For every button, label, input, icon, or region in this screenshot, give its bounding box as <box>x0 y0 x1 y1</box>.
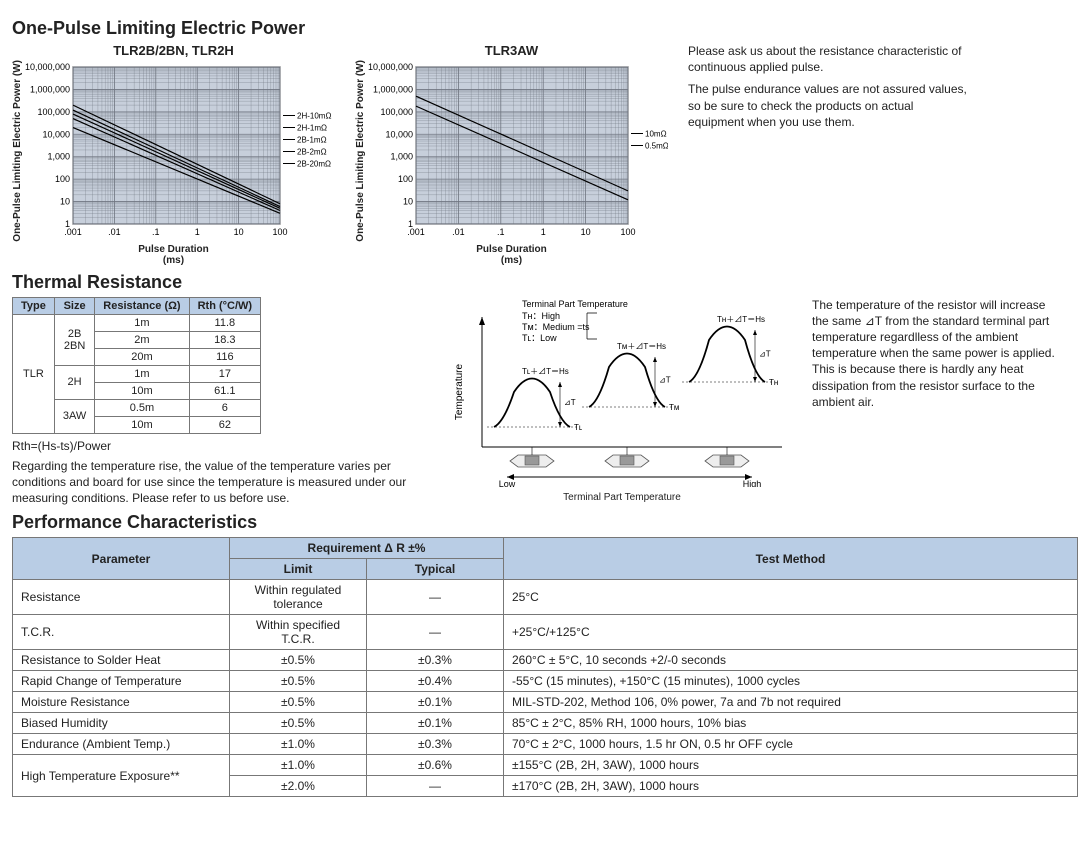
thermal-diagram: Temperature Terminal Part Temperature Tʜ：H… <box>452 297 792 503</box>
svg-text:10: 10 <box>234 227 244 237</box>
svg-text:1: 1 <box>195 227 200 237</box>
svg-text:10,000,000: 10,000,000 <box>368 63 413 72</box>
chart-svg: 1 10 100 1,000 10,000 100,000 1,000,000 10,000,… <box>368 63 668 238</box>
svg-text:1,000: 1,000 <box>390 152 413 162</box>
svg-text:⊿T: ⊿T <box>564 398 576 407</box>
svg-text:.1: .1 <box>152 227 160 237</box>
svg-text:Terminal Part Temperature: Terminal Part Temperature <box>522 299 628 309</box>
chart-ylabel: One-Pulse Limiting Electric Power (W) <box>355 60 366 242</box>
chart-xlabel: Pulse Duration (ms) <box>138 244 209 266</box>
aside-p2: The pulse endurance values are not assur… <box>688 81 968 130</box>
svg-text:Tʟ＋⊿T＝Hs: Tʟ＋⊿T＝Hs <box>522 367 569 376</box>
rth-formula: Rth=(Hs-ts)/Power <box>12 438 432 454</box>
svg-text:.1: .1 <box>497 227 505 237</box>
section-title-pulse: One-Pulse Limiting Electric Power <box>12 18 1078 39</box>
svg-text:10,000,000: 10,000,000 <box>25 63 70 72</box>
svg-text:10,000: 10,000 <box>42 130 70 140</box>
svg-text:10: 10 <box>403 197 413 207</box>
svg-text:100,000: 100,000 <box>380 107 413 117</box>
svg-text:100: 100 <box>272 227 287 237</box>
chart-title: TLR3AW <box>485 43 538 58</box>
svg-text:10,000: 10,000 <box>385 130 413 140</box>
chart-ylabel: One-Pulse Limiting Electric Power (W) <box>12 60 23 242</box>
svg-text:2H-1mΩ: 2H-1mΩ <box>297 124 327 133</box>
svg-text:.01: .01 <box>452 227 465 237</box>
performance-table: ParameterRequirement Δ R ±%Test MethodLi… <box>12 537 1078 797</box>
svg-text:1,000,000: 1,000,000 <box>373 85 413 95</box>
svg-text:Tʜ: Tʜ <box>769 378 778 387</box>
thermal-table: TypeSizeResistance (Ω)Rth (°C/W)TLR2B 2B… <box>12 297 261 434</box>
svg-text:Tʟ: Tʟ <box>574 423 582 432</box>
svg-text:100,000: 100,000 <box>37 107 70 117</box>
chart-title: TLR2B/2BN, TLR2H <box>113 43 234 58</box>
svg-text:⊿T: ⊿T <box>759 349 771 358</box>
svg-text:Low: Low <box>499 479 516 487</box>
svg-text:100: 100 <box>398 174 413 184</box>
svg-text:Temperature: Temperature <box>454 363 465 420</box>
thermal-aside: The temperature of the resistor will inc… <box>812 297 1062 410</box>
chart-tlr3: TLR3AW One-Pulse Limiting Electric Power… <box>355 43 668 266</box>
chart-svg: 1 10 100 1,000 10,000 100,000 1,000,000 10,000,… <box>25 63 335 238</box>
svg-text:Tʜ：High: Tʜ：High <box>522 311 560 321</box>
svg-text:Tʟ：Low: Tʟ：Low <box>522 333 557 343</box>
svg-text:.01: .01 <box>108 227 121 237</box>
aside-p1: Please ask us about the resistance chara… <box>688 43 968 75</box>
svg-text:0.5mΩ: 0.5mΩ <box>645 142 668 151</box>
svg-text:.001: .001 <box>407 227 425 237</box>
svg-text:10: 10 <box>581 227 591 237</box>
svg-text:1,000,000: 1,000,000 <box>30 85 70 95</box>
svg-text:10: 10 <box>60 197 70 207</box>
svg-text:⊿T: ⊿T <box>659 375 671 384</box>
svg-text:1: 1 <box>541 227 546 237</box>
chart-tlr2: TLR2B/2BN, TLR2H One-Pulse Limiting Elec… <box>12 43 335 266</box>
svg-text:2B-2mΩ: 2B-2mΩ <box>297 148 327 157</box>
svg-text:Tᴍ: Tᴍ <box>669 403 679 412</box>
svg-text:100: 100 <box>55 174 70 184</box>
svg-text:Tʜ＋⊿T＝Hs: Tʜ＋⊿T＝Hs <box>717 315 765 324</box>
svg-text:.001: .001 <box>64 227 82 237</box>
diagram-xlabel: Terminal Part Temperature <box>452 492 792 503</box>
svg-text:2B-1mΩ: 2B-1mΩ <box>297 136 327 145</box>
svg-text:Tᴍ：Medium =ts: Tᴍ：Medium =ts <box>522 322 590 332</box>
svg-text:1,000: 1,000 <box>47 152 70 162</box>
svg-text:10mΩ: 10mΩ <box>645 130 667 139</box>
svg-text:High: High <box>743 479 762 487</box>
rth-note: Regarding the temperature rise, the valu… <box>12 458 432 507</box>
svg-text:2H-10mΩ: 2H-10mΩ <box>297 112 331 121</box>
svg-text:100: 100 <box>620 227 635 237</box>
svg-text:2B-20mΩ: 2B-20mΩ <box>297 160 331 169</box>
svg-text:Tᴍ＋⊿T＝Hs: Tᴍ＋⊿T＝Hs <box>617 342 666 351</box>
section-title-perf: Performance Characteristics <box>12 512 1078 533</box>
pulse-aside: Please ask us about the resistance chara… <box>688 43 968 136</box>
chart-xlabel: Pulse Duration (ms) <box>476 244 547 266</box>
section-title-thermal: Thermal Resistance <box>12 272 1078 293</box>
